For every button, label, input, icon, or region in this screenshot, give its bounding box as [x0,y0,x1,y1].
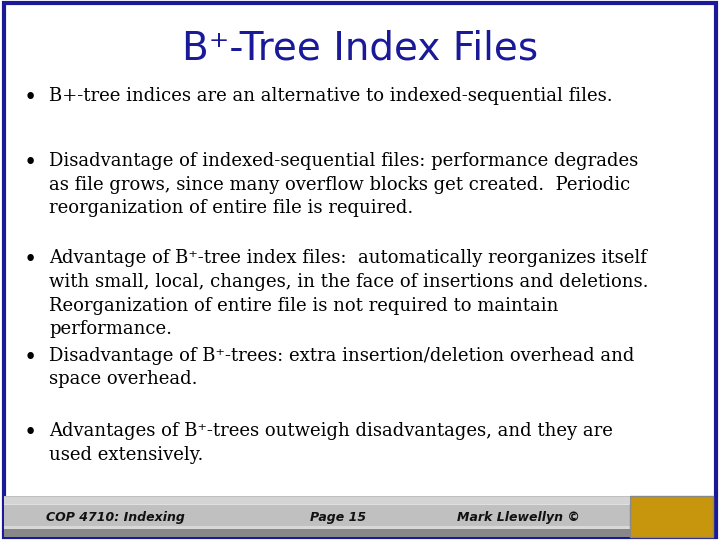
Bar [4,496,630,537]
Text: •: • [24,152,37,174]
Bar [4,534,630,537]
Text: Mark Llewellyn ©: Mark Llewellyn © [457,511,580,524]
FancyBboxPatch shape [4,3,716,537]
Bar [4,526,630,537]
Text: COP 4710: Indexing: COP 4710: Indexing [46,511,184,524]
Bar [4,529,630,537]
Bar [630,496,713,537]
Text: Page 15: Page 15 [310,511,366,524]
Text: B⁺-Tree Index Files: B⁺-Tree Index Files [182,30,538,68]
Text: Disadvantage of indexed-sequential files: performance degrades
as file grows, si: Disadvantage of indexed-sequential files… [49,152,638,218]
Text: B+-tree indices are an alternative to indexed-sequential files.: B+-tree indices are an alternative to in… [49,87,613,105]
Bar [4,498,630,505]
Text: •: • [24,422,37,444]
Text: •: • [24,87,37,110]
Text: •: • [24,347,37,369]
Text: Advantage of B⁺-tree index files:  automatically reorganizes itself
with small, : Advantage of B⁺-tree index files: automa… [49,249,649,338]
Text: Disadvantage of B⁺-trees: extra insertion/deletion overhead and
space overhead.: Disadvantage of B⁺-trees: extra insertio… [49,347,634,388]
Text: Advantages of B⁺-trees outweigh disadvantages, and they are
used extensively.: Advantages of B⁺-trees outweigh disadvan… [49,422,613,464]
Bar [4,497,630,504]
Text: •: • [24,249,37,272]
